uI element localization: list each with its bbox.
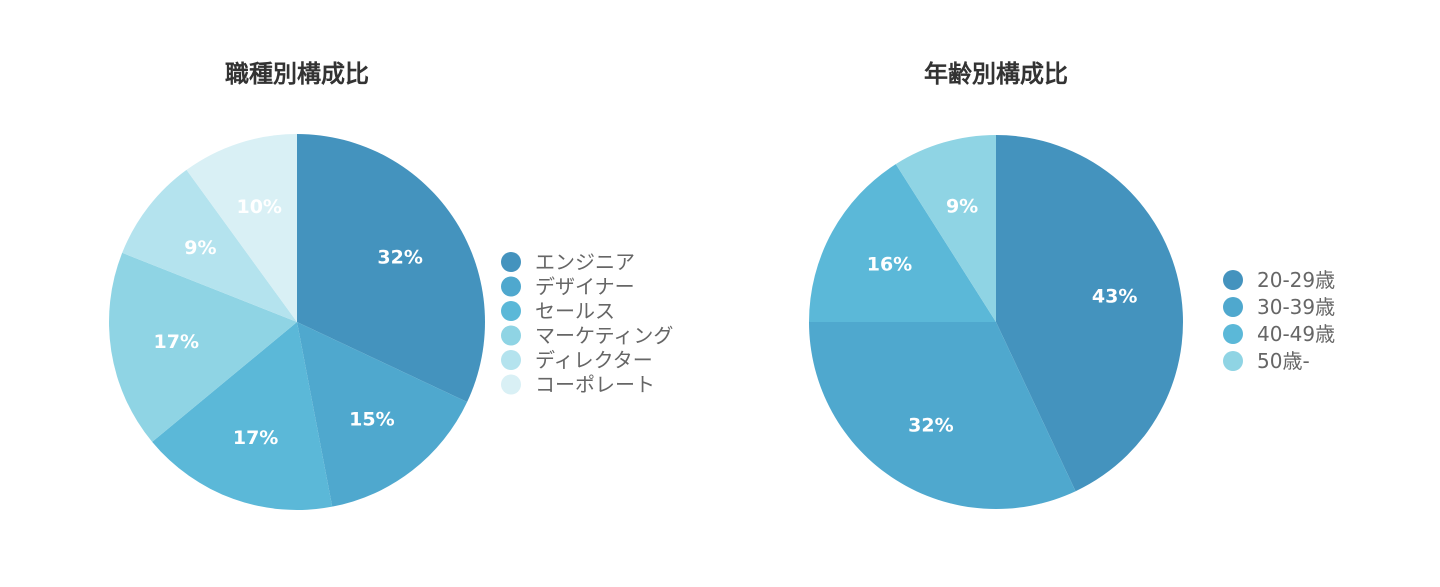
data-label: 10% [236,196,281,218]
legend-label: デザイナー [535,275,635,299]
pie-slice [122,169,297,322]
legend-label: セールス [535,299,615,323]
legend-swatch [1223,297,1243,317]
pie-slice [297,322,468,507]
pie-slice [996,135,1183,492]
legend-swatch [501,252,521,272]
data-label: 15% [349,409,394,431]
data-label: 9% [946,195,978,217]
data-label: 32% [908,415,953,437]
pie-slice [186,134,297,322]
legend-label: 30-39歳 [1257,295,1335,319]
data-label: 16% [867,253,912,275]
legend-label: エンジニア [535,250,635,274]
legend-swatch [1223,324,1243,344]
legend-label: コーポレート [535,373,655,397]
legend-label: 20-29歳 [1257,268,1335,292]
legend-swatch [501,374,521,395]
legend-swatch [501,301,521,321]
legend-label: 50歳- [1257,349,1310,373]
pie-slice [109,252,297,442]
legend-swatch [1223,351,1243,371]
pie-slice [152,322,333,510]
chart-title: 年齢別構成比 [924,60,1068,88]
legend-swatch [501,276,521,297]
data-label: 32% [377,247,422,269]
data-label: 9% [184,237,216,259]
legend-swatch [1223,270,1243,290]
data-label: 43% [1092,285,1137,307]
legend-swatch [501,325,521,346]
chart-title: 職種別構成比 [225,60,369,88]
legend-label: 40-49歳 [1257,322,1335,346]
legend-swatch [501,350,521,370]
pie-slice [297,134,485,403]
data-label: 17% [233,427,278,449]
legend-label: ディレクター [535,348,653,372]
pie-slice [895,135,996,322]
pie-slice [809,322,1076,510]
legend-label: マーケティング [535,324,673,348]
data-label: 17% [154,331,199,353]
pie-slice [809,164,996,322]
